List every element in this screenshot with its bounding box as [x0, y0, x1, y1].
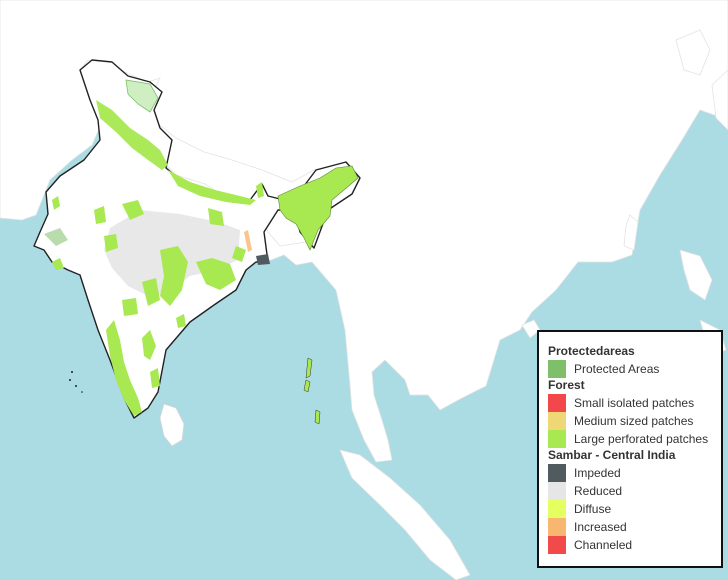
legend-label: Diffuse: [574, 502, 612, 516]
taiwan: [623, 214, 639, 251]
increased-strip: [244, 230, 252, 252]
legend-item[interactable]: Channeled: [548, 536, 713, 554]
legend-swatch: [548, 482, 566, 500]
impeded-spot: [256, 254, 270, 265]
legend-item[interactable]: Large perforated patches: [548, 430, 713, 448]
legend-group-title: Sambar - Central India: [548, 448, 676, 462]
legend-group-protected-areas: Protectedareas Protected Areas: [548, 344, 713, 378]
legend-swatch: [548, 518, 566, 536]
legend-item[interactable]: Reduced: [548, 482, 713, 500]
legend-label: Medium sized patches: [574, 414, 694, 428]
legend-swatch: [548, 360, 566, 378]
himalaya-forest-east: [168, 170, 256, 205]
legend-item[interactable]: Increased: [548, 518, 713, 536]
western-ghats-forest: [106, 320, 142, 416]
legend-item[interactable]: Medium sized patches: [548, 412, 713, 430]
legend-swatch: [548, 464, 566, 482]
map-legend: Protectedareas Protected Areas Forest Sm…: [537, 330, 723, 568]
legend-label: Impeded: [574, 466, 621, 480]
central-forest-patches: [94, 200, 246, 328]
northeast-forest: [277, 165, 359, 251]
legend-label: Channeled: [574, 538, 633, 552]
west-protected: [44, 228, 68, 246]
legend-group-title: Forest: [548, 378, 585, 392]
legend-item[interactable]: Protected Areas: [548, 360, 713, 378]
legend-swatch: [548, 500, 566, 518]
legend-label: Large perforated patches: [574, 432, 709, 446]
legend-group-sambar: Sambar - Central India Impeded Reduced D…: [548, 448, 713, 554]
himalaya-forest: [96, 100, 168, 170]
legend-swatch: [548, 412, 566, 430]
sikkim-forest: [256, 182, 264, 198]
legend-item[interactable]: Small isolated patches: [548, 394, 713, 412]
sumatra: [339, 449, 471, 580]
legend-swatch: [548, 394, 566, 412]
west-patches: [52, 196, 64, 270]
korea-japan: [675, 29, 728, 131]
lakshadweep-islands: [69, 371, 83, 393]
legend-swatch: [548, 536, 566, 554]
legend-group-forest: Forest Small isolated patches Medium siz…: [548, 378, 713, 448]
legend-item[interactable]: Impeded: [548, 464, 713, 482]
kashmir-region: [125, 79, 159, 113]
andaman-islands: [303, 357, 321, 425]
legend-label: Protected Areas: [574, 362, 660, 376]
south-forest-patches: [142, 330, 160, 388]
sri-lanka: [159, 403, 185, 447]
legend-label: Small isolated patches: [574, 396, 695, 410]
legend-group-title: Protectedareas: [548, 344, 635, 358]
legend-label: Increased: [574, 520, 627, 534]
legend-item[interactable]: Diffuse: [548, 500, 713, 518]
legend-label: Reduced: [574, 484, 623, 498]
legend-swatch: [548, 430, 566, 448]
